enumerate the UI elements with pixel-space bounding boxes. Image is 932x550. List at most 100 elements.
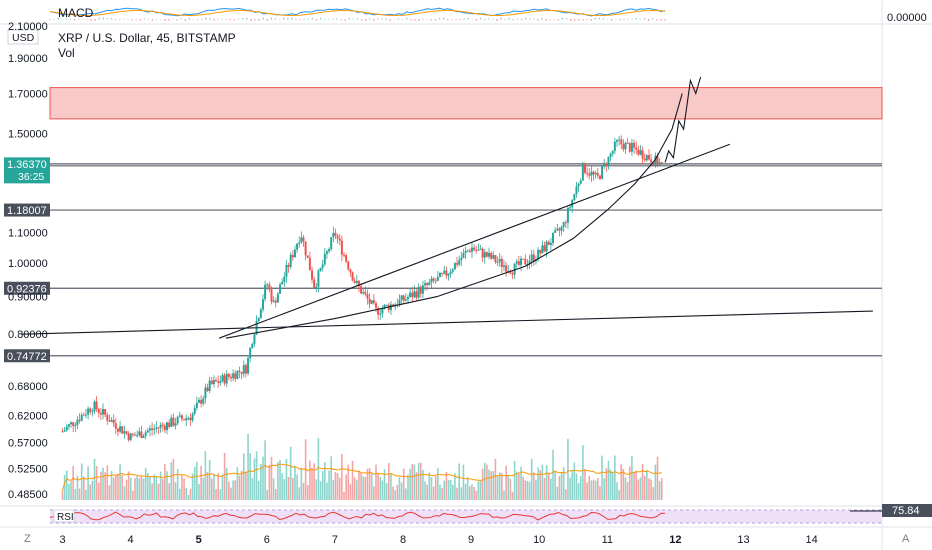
candle-body	[78, 419, 81, 421]
candle-body	[298, 242, 301, 244]
volume-bar	[272, 478, 275, 500]
parabolic-curve[interactable]	[225, 93, 683, 339]
macd-histogram-bar	[529, 18, 531, 20]
candle-body	[460, 257, 463, 261]
vol-label: Vol	[58, 46, 75, 60]
volume-bar	[385, 483, 388, 500]
volume-bar	[311, 467, 313, 500]
price-tick-label: 0.68000	[8, 381, 48, 393]
volume-bar	[539, 470, 542, 500]
volume-bar	[507, 475, 510, 500]
volume-bar	[631, 456, 633, 500]
time-tick-label: 7	[332, 534, 338, 546]
macd-histogram-bar	[397, 18, 400, 20]
candle-body	[622, 144, 625, 150]
candle-body	[630, 142, 633, 152]
macd-histogram-bar	[488, 18, 490, 20]
macd-histogram-bar	[492, 18, 494, 20]
volume-bar	[592, 479, 595, 500]
trend-line-0[interactable]	[21, 310, 873, 335]
volume-bar	[366, 468, 369, 500]
macd-histogram-bar	[447, 19, 449, 20]
volume-bar	[441, 488, 443, 500]
candle-body	[592, 171, 595, 175]
volume-bar	[185, 487, 187, 500]
time-tick-label: 11	[602, 534, 613, 546]
macd-histogram-bar	[82, 18, 84, 20]
auto-scale-icon[interactable]: Z	[24, 533, 31, 545]
volume-bar	[353, 477, 356, 500]
price-axis[interactable]: 2.10000 1.90000 1.70000 1.50000 1.3637036:25…	[4, 21, 50, 501]
horizontal-levels[interactable]	[50, 163, 882, 357]
volume-bar	[445, 471, 448, 500]
candle-body	[242, 365, 245, 374]
candle-body	[257, 318, 260, 322]
candle-body	[432, 278, 435, 281]
volume-bar	[110, 471, 113, 500]
price-tag-bg	[4, 349, 50, 363]
volume-bar	[74, 488, 77, 500]
trend-line-1[interactable]	[218, 143, 731, 339]
candle-body	[345, 255, 348, 262]
volume-bar	[552, 449, 554, 500]
macd-histogram-bar	[565, 18, 568, 20]
macd-histogram-bar	[471, 18, 473, 20]
volume-bar	[91, 480, 94, 500]
auto-mode-icon[interactable]: A	[902, 533, 910, 545]
volume-bar	[206, 472, 209, 500]
candle-body	[415, 291, 418, 298]
candle-body	[520, 258, 523, 265]
time-tick-label: 6	[264, 534, 270, 546]
drawings[interactable]	[21, 76, 873, 339]
volume-bar	[492, 470, 495, 500]
volume-bar	[413, 464, 416, 500]
volume-bar	[490, 471, 492, 500]
macd-histogram-bar	[61, 18, 63, 20]
volume-bar	[213, 474, 215, 500]
time-axis[interactable]: 3 4 5 6 7 8 9 10 11 12 13 14	[59, 534, 817, 546]
macd-histogram-bar	[631, 18, 633, 20]
volume-bar	[464, 483, 467, 500]
resistance-zone[interactable]	[49, 87, 883, 120]
price-tag-bg	[4, 203, 50, 217]
macd-histogram-bar	[188, 17, 191, 20]
volume-bar	[287, 477, 290, 500]
volume-bar	[149, 476, 151, 500]
volume-bar	[637, 479, 640, 500]
volume-bar	[78, 488, 81, 500]
volume-bar	[134, 478, 136, 500]
candle-body	[353, 280, 356, 284]
candle-body	[285, 265, 288, 277]
macd-histogram-bar	[578, 19, 580, 21]
macd-histogram-bar	[213, 19, 215, 21]
volume-bar	[155, 475, 158, 500]
candle-body	[500, 258, 503, 267]
candle-body	[178, 415, 181, 417]
volume-bar	[304, 439, 307, 500]
candle-body	[650, 159, 653, 163]
volume-bar	[370, 473, 373, 500]
projection-path[interactable]	[664, 76, 702, 163]
volume-bar	[176, 469, 179, 500]
currency-box[interactable]	[7, 29, 39, 45]
candle-body	[588, 173, 591, 176]
candle-body	[473, 247, 476, 250]
volume-bar	[302, 482, 305, 500]
volume-bar	[567, 438, 569, 500]
volume-bar	[582, 445, 584, 500]
candle-body	[127, 433, 130, 441]
volume-bar	[112, 477, 115, 500]
volume-bar	[605, 468, 608, 500]
volume-bar	[471, 484, 473, 500]
macd-histogram-bar	[274, 18, 277, 20]
candle-body	[104, 408, 107, 415]
volume-bar	[328, 470, 330, 500]
volume-bar	[215, 489, 217, 500]
macd-histogram-bar	[209, 18, 211, 20]
candle-body	[424, 283, 427, 286]
volume-bar	[447, 480, 450, 500]
volume-bar	[501, 472, 503, 500]
candle-body	[112, 419, 115, 424]
candle-body	[74, 424, 77, 427]
